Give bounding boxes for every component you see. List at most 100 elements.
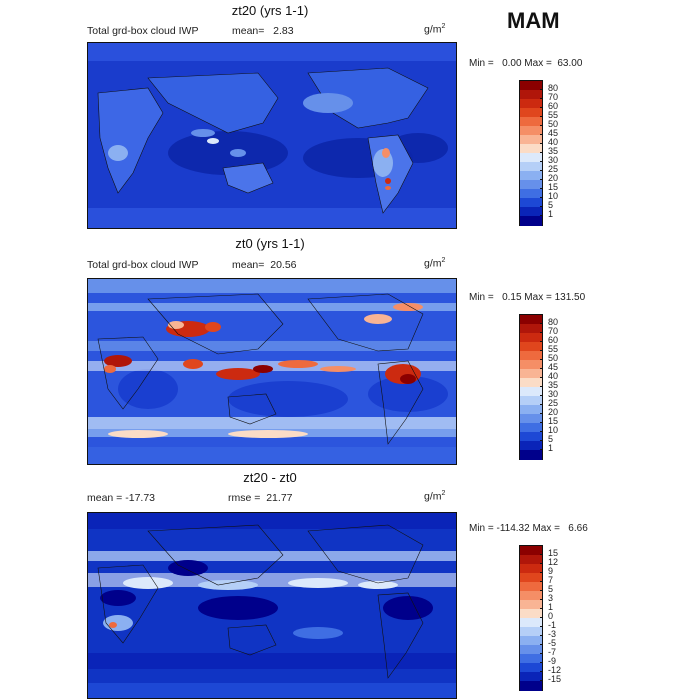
panel2-map-svg: [88, 279, 456, 464]
colorbar-label: 0: [548, 611, 554, 621]
colorbar-swatch: [520, 108, 542, 118]
colorbar-label: -1: [548, 620, 557, 630]
colorbar-swatch: [520, 609, 542, 619]
panel2-mean: mean= 20.56: [232, 259, 297, 271]
colorbar-label: 10: [548, 191, 559, 201]
colorbar-label: 45: [548, 128, 559, 138]
colorbar-tick: [540, 422, 543, 423]
colorbar-label: -12: [548, 665, 562, 675]
panel1-unit: g/m2: [424, 23, 446, 36]
colorbar-swatch: [520, 99, 542, 109]
colorbar-tick: [540, 653, 543, 654]
colorbar-swatch: [520, 573, 542, 583]
panel3-map: [87, 512, 457, 699]
colorbar-tick: [540, 134, 543, 135]
panel3-unit: g/m2: [424, 490, 446, 503]
colorbar-label: 7: [548, 575, 554, 585]
colorbar-swatch: [520, 216, 542, 226]
colorbar-tick: [540, 350, 543, 351]
colorbar-swatch: [520, 153, 542, 163]
colorbar-label: 1: [548, 443, 554, 453]
colorbar-swatch: [520, 81, 542, 91]
panel2-minmax: Min = 0.15 Max = 131.50: [469, 292, 586, 303]
colorbar-swatch: [520, 180, 542, 190]
colorbar-label: 40: [548, 371, 559, 381]
colorbar-swatch: [520, 189, 542, 199]
colorbar-swatch: [520, 162, 542, 172]
colorbar-label: 15: [548, 548, 559, 558]
panel1-title: zt20 (yrs 1-1): [231, 3, 309, 18]
colorbar-tick: [540, 590, 543, 591]
colorbar-tick: [540, 644, 543, 645]
colorbar-label: 5: [548, 434, 554, 444]
colorbar-swatch: [520, 618, 542, 628]
colorbar-label: 20: [548, 407, 559, 417]
colorbar-swatch: [520, 126, 542, 136]
colorbar-tick: [540, 572, 543, 573]
colorbar-label: 50: [548, 353, 559, 363]
colorbar-label: 80: [548, 83, 559, 93]
panel1-mean: mean= 2.83: [232, 25, 294, 37]
panel2-colorbar: [519, 314, 543, 460]
colorbar-swatch: [520, 654, 542, 664]
colorbar-tick: [540, 377, 543, 378]
colorbar-swatch: [520, 681, 542, 691]
colorbar-label: 3: [548, 593, 554, 603]
colorbar-label: 12: [548, 557, 559, 567]
colorbar-swatch: [520, 672, 542, 682]
colorbar-tick: [540, 554, 543, 555]
colorbar-tick: [540, 170, 543, 171]
colorbar-label: 5: [548, 584, 554, 594]
colorbar-tick: [540, 395, 543, 396]
colorbar-label: 9: [548, 566, 554, 576]
colorbar-swatch: [520, 342, 542, 352]
colorbar-swatch: [520, 591, 542, 601]
colorbar-swatch: [520, 207, 542, 217]
colorbar-swatch: [520, 636, 542, 646]
colorbar-label: 60: [548, 101, 559, 111]
colorbar-label: 35: [548, 146, 559, 156]
colorbar-label: 70: [548, 92, 559, 102]
colorbar-tick: [540, 599, 543, 600]
colorbar-swatch: [520, 324, 542, 334]
colorbar-swatch: [520, 315, 542, 325]
colorbar-tick: [540, 89, 543, 90]
panel2-title: zt0 (yrs 1-1): [235, 236, 305, 251]
colorbar-swatch: [520, 396, 542, 406]
colorbar-tick: [540, 107, 543, 108]
colorbar-label: 55: [548, 344, 559, 354]
colorbar-label: 1: [548, 209, 554, 219]
colorbar-tick: [540, 440, 543, 441]
colorbar-swatch: [520, 432, 542, 442]
colorbar-label: 55: [548, 110, 559, 120]
colorbar-tick: [540, 323, 543, 324]
colorbar-label: 50: [548, 119, 559, 129]
panel1-colorbar: [519, 80, 543, 226]
colorbar-tick: [540, 143, 543, 144]
colorbar-tick: [540, 161, 543, 162]
colorbar-swatch: [520, 441, 542, 451]
colorbar-tick: [540, 215, 543, 216]
colorbar-tick: [540, 413, 543, 414]
colorbar-swatch: [520, 627, 542, 637]
colorbar-label: 70: [548, 326, 559, 336]
colorbar-label: 10: [548, 425, 559, 435]
colorbar-swatch: [520, 423, 542, 433]
colorbar-swatch: [520, 387, 542, 397]
colorbar-label: 25: [548, 398, 559, 408]
colorbar-label: 35: [548, 380, 559, 390]
colorbar-tick: [540, 581, 543, 582]
colorbar-label: 30: [548, 389, 559, 399]
colorbar-tick: [540, 359, 543, 360]
colorbar-swatch: [520, 600, 542, 610]
colorbar-tick: [540, 206, 543, 207]
colorbar-swatch: [520, 171, 542, 181]
panel1-map-svg: [88, 43, 456, 228]
panel1-map: [87, 42, 457, 229]
colorbar-tick: [540, 152, 543, 153]
panel2-unit: g/m2: [424, 257, 446, 270]
colorbar-swatch: [520, 645, 542, 655]
colorbar-swatch: [520, 378, 542, 388]
colorbar-label: 20: [548, 173, 559, 183]
colorbar-swatch: [520, 135, 542, 145]
